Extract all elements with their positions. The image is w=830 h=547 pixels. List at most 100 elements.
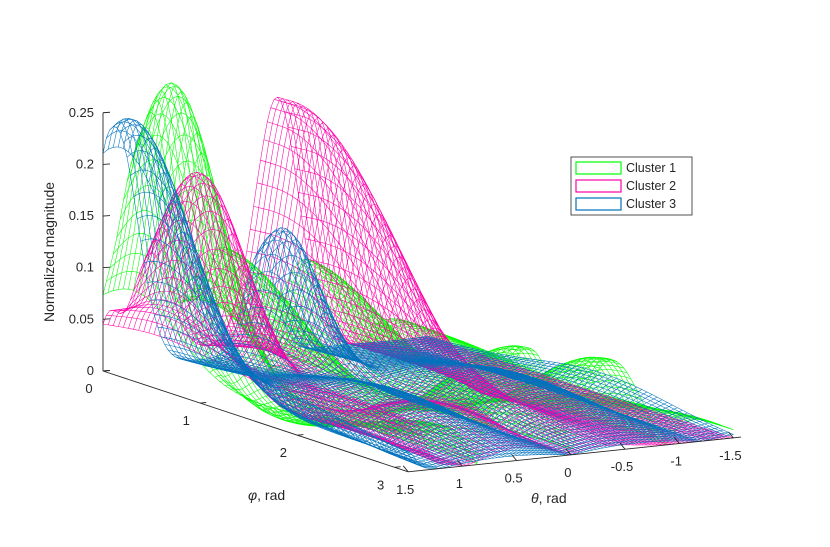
z-tick-label: 0.25 <box>69 105 94 120</box>
mesh-line <box>362 404 688 451</box>
mesh-line <box>133 129 459 369</box>
mesh-line <box>392 427 719 464</box>
theta-tick <box>511 454 517 461</box>
mesh-line <box>367 415 693 456</box>
mesh-line <box>123 119 449 366</box>
mesh-line <box>158 186 485 374</box>
legend-swatch <box>575 179 622 193</box>
mesh-line <box>153 172 480 373</box>
theta-tick <box>619 442 626 450</box>
legend-swatch <box>575 197 622 211</box>
mesh-line <box>352 407 678 451</box>
mesh-line <box>402 419 729 465</box>
surface-layer <box>102 82 734 469</box>
theta-tick <box>457 459 463 467</box>
mesh-line <box>397 429 724 466</box>
mesh-line <box>219 245 546 383</box>
phi-tick <box>297 434 304 436</box>
mesh-line <box>138 137 464 370</box>
z-tick <box>102 215 111 217</box>
mesh-line <box>173 231 500 377</box>
phi-tick <box>200 402 207 404</box>
x-axis-title: φ, rad <box>248 487 285 503</box>
mesh-line <box>255 319 581 411</box>
mesh-line <box>179 246 505 378</box>
theta-tick <box>565 448 572 456</box>
z-tick-label: 0.1 <box>76 260 94 275</box>
theta-tick-label: -1 <box>670 454 682 469</box>
mesh-line <box>336 399 663 445</box>
legend-item-cluster-3: Cluster 3 <box>575 197 676 211</box>
theta-tick-label: -1.5 <box>719 448 741 463</box>
legend-swatch <box>575 161 622 175</box>
z-tick-label: 0.15 <box>69 208 94 223</box>
theta-tick <box>402 465 409 473</box>
z-tick-label: 0.2 <box>76 156 94 171</box>
mesh-line <box>118 118 444 365</box>
axes-layer: 0 0.05 0.1 0.15 0.2 0.25 0 1 2 3 1.5 1 0.5 0 -0.5 -1 -1.… <box>69 105 742 497</box>
mesh-line <box>102 126 429 361</box>
z-tick-label: 0 <box>87 363 94 378</box>
phi-tick-label: 0 <box>85 381 92 396</box>
z-tick <box>102 266 111 269</box>
mesh-line <box>225 347 551 392</box>
x-axis-symbol: φ <box>248 487 257 503</box>
theta-axis-line <box>408 436 742 473</box>
y-axis-title: θ, rad <box>531 490 567 506</box>
mesh-line <box>402 432 729 468</box>
surface-cluster-3 <box>102 118 734 469</box>
phi-tick-label: 2 <box>280 445 287 460</box>
z-tick <box>102 318 111 320</box>
theta-tick <box>673 437 680 444</box>
legend: Cluster 1 Cluster 2 Cluster 3 <box>570 156 693 216</box>
phi-axis-line <box>102 370 409 473</box>
mesh-line <box>301 381 627 430</box>
mesh-line <box>387 425 714 462</box>
mesh-line <box>367 405 693 453</box>
mesh-line <box>148 159 475 372</box>
legend-item-cluster-1: Cluster 1 <box>575 161 676 175</box>
mesh-line <box>112 118 439 364</box>
phi-tick <box>394 466 401 468</box>
mesh-line <box>357 410 683 452</box>
x-axis-unit: , rad <box>257 487 285 503</box>
mesh-line <box>382 422 709 461</box>
z-tick <box>102 163 111 165</box>
theta-tick-label: -0.5 <box>611 459 633 474</box>
mesh-line <box>107 121 434 362</box>
mesh-line <box>331 396 658 444</box>
mesh-line <box>163 201 490 375</box>
theta-tick-label: 0 <box>564 465 571 480</box>
y-axis-symbol: θ <box>531 490 539 506</box>
mesh-line <box>341 402 668 447</box>
z-tick <box>102 111 111 114</box>
mesh-line <box>347 404 673 449</box>
mesh-line <box>214 234 541 381</box>
y-axis-unit: , rad <box>539 490 567 506</box>
theta-tick-label: 1.5 <box>396 482 414 497</box>
legend-label: Cluster 1 <box>626 161 676 175</box>
mesh-line <box>123 134 429 469</box>
z-axis-title: Normalized magnitude <box>41 182 57 322</box>
mesh-line <box>377 420 703 459</box>
mesh-line <box>270 343 597 417</box>
mesh-line <box>372 417 698 457</box>
mesh-line <box>362 412 688 454</box>
phi-tick-label: 3 <box>377 477 384 492</box>
legend-label: Cluster 2 <box>626 179 676 193</box>
mesh-line <box>128 123 454 368</box>
theta-tick-label: 0.5 <box>505 470 523 485</box>
theta-tick <box>728 431 734 439</box>
phi-tick-label: 1 <box>183 413 190 428</box>
z-tick-label: 0.05 <box>69 311 94 326</box>
mesh-line <box>143 116 469 357</box>
mesh-line <box>143 147 469 371</box>
phi-tick <box>102 369 110 372</box>
legend-label: Cluster 3 <box>626 197 676 211</box>
mesh-line <box>123 89 449 355</box>
mesh-line <box>250 309 576 407</box>
legend-item-cluster-2: Cluster 2 <box>575 179 676 193</box>
theta-tick-label: 1 <box>456 476 463 491</box>
